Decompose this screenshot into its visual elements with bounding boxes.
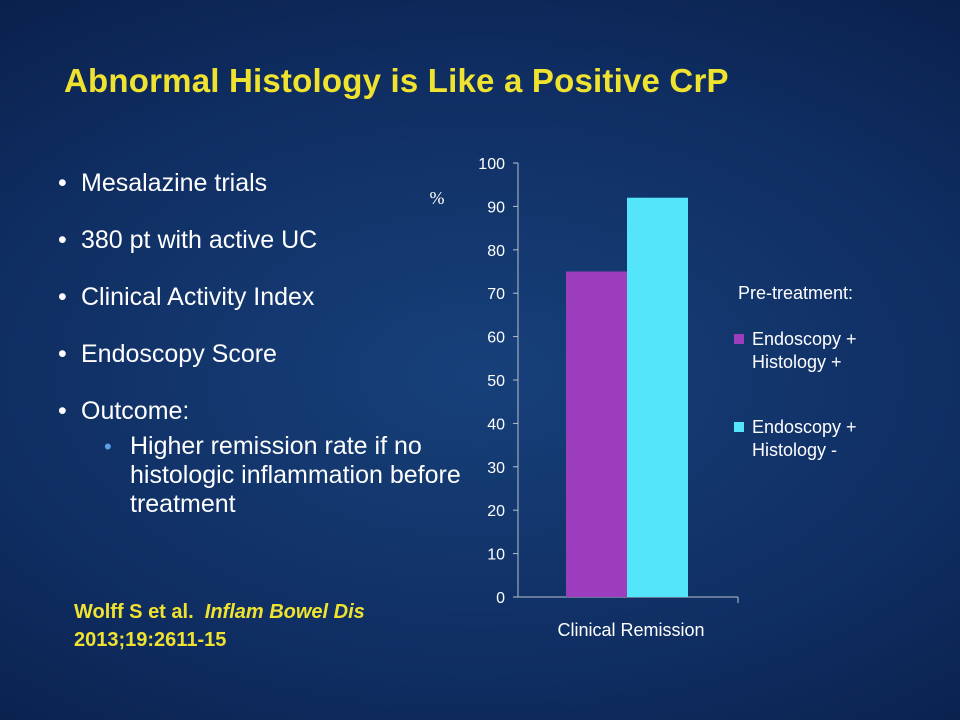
slide-title: Abnormal Histology is Like a Positive Cr…: [64, 62, 729, 99]
bullet-item: Clinical Activity Index: [58, 282, 468, 312]
bullet-item: Mesalazine trials: [58, 168, 468, 198]
y-tick-label: 70: [487, 286, 505, 303]
y-axis-label: %: [430, 188, 445, 208]
y-tick-label: 50: [487, 373, 505, 390]
citation: Wolff S et al. Inflam Bowel Dis 2013;19:…: [74, 598, 365, 654]
citation-authors: Wolff S et al.: [74, 601, 194, 623]
y-tick-label: 0: [496, 590, 505, 607]
bar: [566, 271, 627, 597]
legend-title: Pre-treatment:: [738, 283, 854, 303]
y-tick-label: 90: [487, 199, 505, 216]
legend-item-histology-negative: Endoscopy + Histology -: [734, 416, 922, 462]
bullet-item: Outcome:: [58, 396, 468, 426]
bullet-item: 380 pt with active UC: [58, 225, 468, 255]
sub-bullet-item: Higher remission rate if no histologic i…: [104, 432, 490, 519]
citation-reference: 2013;19:2611-15: [74, 629, 227, 651]
bullet-list: Mesalazine trials 380 pt with active UC …: [58, 168, 468, 453]
y-tick-label: 80: [487, 243, 505, 260]
bullet-item: Endoscopy Score: [58, 339, 468, 369]
x-tick-label: Clinical Remission: [557, 620, 704, 640]
bar: [627, 197, 688, 597]
citation-journal: Inflam Bowel Dis: [204, 601, 365, 623]
y-tick-label: 10: [487, 547, 505, 564]
y-tick-label: 60: [487, 330, 505, 347]
y-tick-label: 100: [478, 156, 505, 173]
y-tick-label: 40: [487, 416, 505, 433]
legend-swatch: [734, 334, 744, 344]
legend-swatch: [734, 422, 744, 432]
y-tick-label: 20: [487, 503, 505, 520]
legend-label: Endoscopy + Histology -: [752, 417, 857, 460]
legend-item-histology-positive: Endoscopy + Histology +: [734, 328, 922, 374]
y-tick-label: 30: [487, 460, 505, 477]
legend-label: Endoscopy + Histology +: [752, 329, 857, 372]
